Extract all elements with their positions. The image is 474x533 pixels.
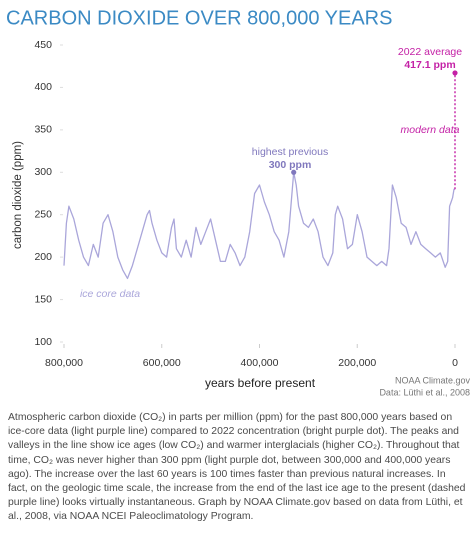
- y-tick-label: 300: [34, 166, 52, 178]
- annotation: 2022 average: [398, 46, 462, 58]
- annotation-value: 417.1 ppm: [404, 59, 455, 71]
- y-tick-label: 150: [34, 293, 52, 305]
- y-tick-label: 350: [34, 124, 52, 136]
- source: Data: Lüthi et al., 2008: [379, 387, 470, 397]
- x-tick-label: 200,000: [338, 357, 376, 369]
- x-tick-label: 400,000: [241, 357, 279, 369]
- x-axis-label: years before present: [205, 376, 316, 390]
- y-tick-label: 450: [34, 39, 52, 51]
- chart-title: CARBON DIOXIDE OVER 800,000 YEARS: [6, 7, 392, 29]
- series-label: ice core data: [80, 288, 140, 300]
- x-tick-label: 600,000: [143, 357, 181, 369]
- line: [63, 171, 455, 280]
- x-tick-label: 0: [452, 357, 458, 369]
- y-tick-label: 250: [34, 208, 52, 220]
- point: [452, 70, 458, 76]
- annotation-value: 300 ppm: [269, 159, 312, 171]
- y-axis-label: carbon dioxide (ppm): [12, 141, 24, 249]
- y-tick-label: 100: [34, 336, 52, 348]
- y-tick-label: 200: [34, 251, 52, 263]
- chart: CARBON DIOXIDE OVER 800,000 YEARS carbon…: [6, 7, 471, 397]
- series-label: modern data: [401, 124, 460, 136]
- y-tick-label: 400: [34, 81, 52, 93]
- caption: Atmospheric carbon dioxide (CO₂) in part…: [8, 412, 466, 523]
- x-tick-label: 800,000: [45, 357, 83, 369]
- point: [291, 169, 297, 175]
- source: NOAA Climate.gov: [395, 375, 471, 385]
- annotation: highest previous: [252, 146, 328, 158]
